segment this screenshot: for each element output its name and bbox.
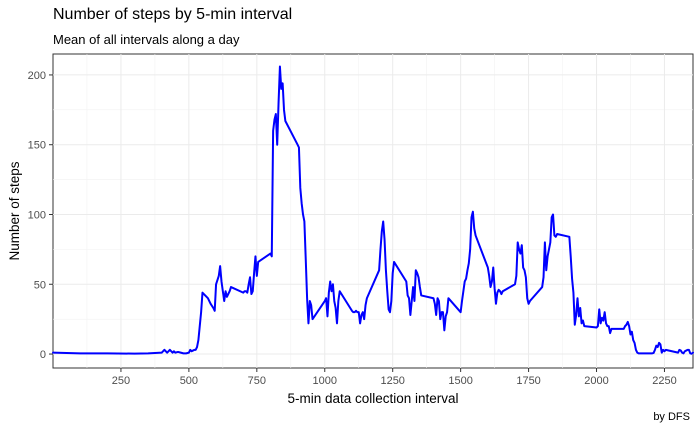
x-tick-label: 500 [180,375,198,387]
chart-subtitle: Mean of all intervals along a day [53,32,240,47]
x-axis-ticks: 250 500 750 1000 1250 1500 1750 2000 2250 [112,368,677,387]
x-tick-label: 1250 [380,375,404,387]
plot-panel [52,53,694,369]
x-tick-label: 1500 [448,375,472,387]
x-tick-label: 750 [248,375,266,387]
chart-title: Number of steps by 5-min interval [53,6,293,23]
y-tick-label: 100 [28,209,46,221]
x-tick-label: 2000 [584,375,608,387]
y-axis-ticks: 0 50 100 150 200 [28,70,53,361]
x-tick-label: 1750 [516,375,540,387]
y-tick-label: 50 [34,279,46,291]
x-tick-label: 2250 [652,375,676,387]
y-tick-label: 200 [28,70,46,82]
chart-caption: by DFS [653,411,690,423]
y-tick-label: 0 [40,349,46,361]
steps-series-line [52,65,694,355]
y-tick-label: 150 [28,140,46,152]
x-tick-label: 250 [112,375,130,387]
x-axis-title: 5-min data collection interval [287,391,458,406]
x-tick-label: 1000 [313,375,337,387]
y-axis-title: Number of steps [7,161,22,260]
